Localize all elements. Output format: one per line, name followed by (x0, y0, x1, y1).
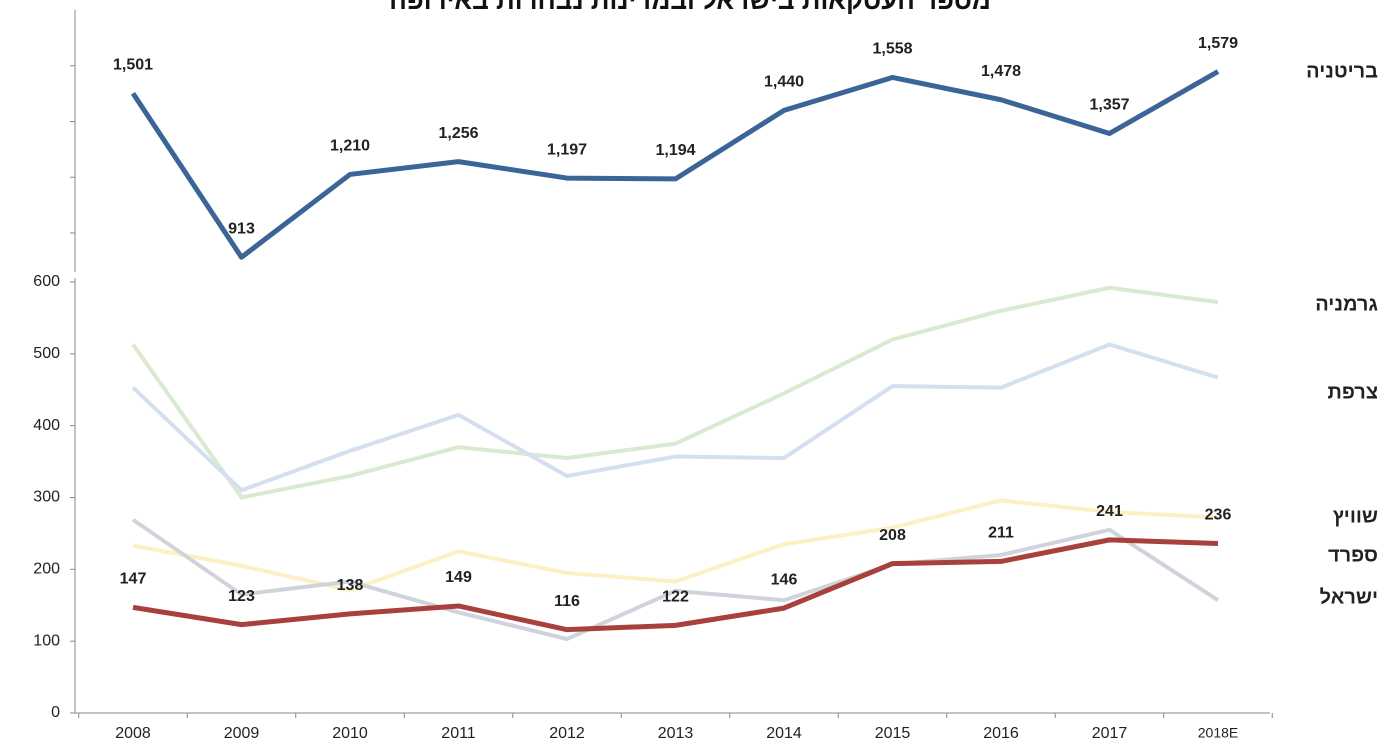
data-label: 1,501 (113, 57, 153, 74)
series-line (131, 285, 1219, 500)
x-tick-label: 2008 (115, 725, 151, 742)
y-tick-label: 600 (33, 273, 60, 290)
data-label: 149 (445, 569, 472, 586)
y-tick-label: 200 (33, 561, 60, 578)
y-tick-label: 300 (33, 489, 60, 506)
x-tick-label: 2015 (875, 725, 911, 742)
x-tick-label: 2011 (441, 725, 476, 742)
series-line (131, 518, 1220, 642)
data-label: 147 (120, 571, 147, 588)
legend-label: בריטניה (1306, 60, 1378, 82)
y-tick-label: 100 (33, 632, 60, 649)
data-label: 1,194 (655, 142, 695, 159)
y-tick-label: 500 (33, 345, 60, 362)
data-label: 1,197 (547, 141, 587, 158)
data-label: 1,357 (1089, 97, 1129, 114)
data-label: 116 (554, 593, 580, 610)
series-line (130, 69, 1220, 260)
legend-label: גרמניה (1315, 293, 1378, 315)
series-line (132, 498, 1219, 593)
data-label: 1,579 (1198, 35, 1238, 52)
x-tick-label: 2018E (1198, 725, 1238, 741)
data-label: 123 (228, 588, 255, 605)
data-label: 208 (879, 527, 906, 544)
data-label: 241 (1096, 503, 1123, 520)
x-tick-label: 2014 (766, 725, 802, 742)
x-tick-label: 2013 (658, 725, 694, 742)
series-line (132, 537, 1219, 633)
legend-label: צרפת (1328, 381, 1379, 403)
data-label: 236 (1205, 507, 1232, 524)
x-tick-label: 2012 (549, 725, 585, 742)
data-label: 1,478 (981, 63, 1021, 80)
legend-label: ישראל (1320, 586, 1378, 608)
data-label: 122 (662, 589, 689, 606)
series-line (131, 342, 1219, 493)
data-label: 1,210 (330, 138, 370, 155)
data-label: 211 (988, 525, 1014, 542)
x-tick-label: 2010 (332, 725, 368, 742)
data-label: 1,558 (872, 41, 912, 58)
data-label: 913 (228, 220, 255, 237)
data-label: 146 (771, 571, 798, 588)
x-tick-label: 2016 (983, 725, 1019, 742)
y-tick-label: 0 (51, 704, 60, 721)
legend-label: שוויץ (1333, 505, 1378, 527)
legend-label: ספרד (1328, 544, 1378, 566)
y-tick-label: 400 (33, 417, 60, 434)
data-label: 1,256 (438, 125, 478, 142)
chart-title: מספר העסקאות בישראל ובמדינות נבחרות באיר… (389, 0, 991, 15)
data-label: 138 (337, 577, 364, 594)
x-tick-label: 2017 (1092, 725, 1128, 742)
data-label: 1,440 (764, 74, 804, 91)
x-tick-label: 2009 (224, 725, 260, 742)
